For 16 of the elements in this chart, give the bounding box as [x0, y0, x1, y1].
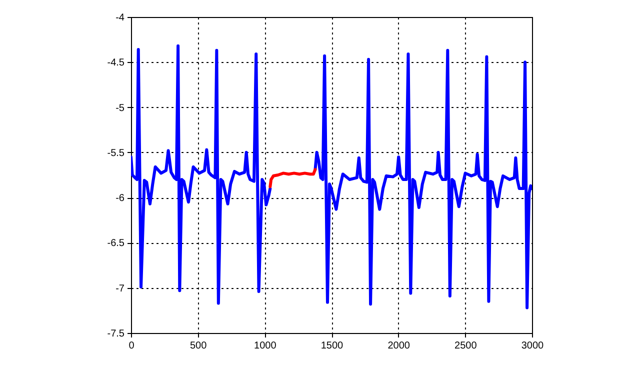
y-tick-label: -6 — [116, 193, 125, 204]
x-tick-label: 500 — [190, 340, 208, 352]
y-tick-label: -4 — [116, 12, 125, 24]
line-series — [268, 168, 317, 188]
y-tick-label: -7 — [116, 283, 125, 294]
y-tick-label: -6.5 — [107, 238, 125, 250]
y-tick-label: -7.5 — [107, 328, 125, 340]
y-tick-label: -5 — [116, 102, 125, 114]
x-tick-label: 1000 — [254, 340, 277, 352]
x-tick-label: 1500 — [320, 340, 344, 352]
y-tick-label: -4.5 — [107, 58, 125, 69]
y-tick-label: -5.5 — [107, 148, 125, 159]
x-tick-label: 2000 — [388, 340, 410, 352]
x-tick-label: 3000 — [521, 340, 544, 352]
x-tick-label: 0 — [128, 340, 135, 352]
x-tick-label: 2500 — [454, 340, 478, 352]
